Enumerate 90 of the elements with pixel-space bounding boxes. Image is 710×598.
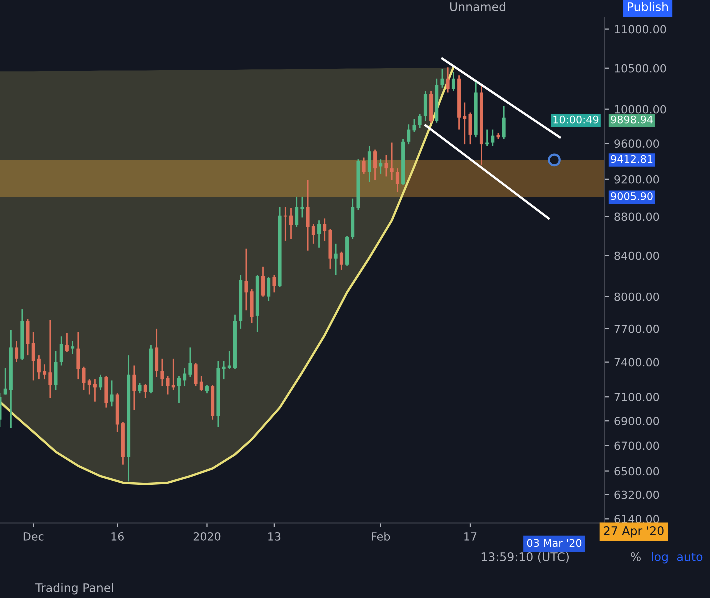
- candlestick: [110, 380, 114, 408]
- candlestick: [188, 347, 192, 378]
- y-tick-label: 11000.00: [615, 25, 666, 34]
- candlestick: [48, 320, 52, 399]
- candlestick: [166, 375, 170, 396]
- candlestick: [144, 383, 148, 399]
- candlestick: [138, 382, 142, 394]
- candlestick: [446, 66, 450, 94]
- candlestick: [160, 358, 164, 388]
- candlestick: [418, 114, 422, 129]
- y-tick-label: 9200.00: [614, 175, 660, 184]
- candlestick: [194, 362, 198, 388]
- candlestick: [71, 340, 75, 356]
- y-tick-label: 8800.00: [614, 212, 660, 222]
- candlestick: [15, 340, 19, 364]
- text: %: [631, 552, 641, 562]
- candlestick: [491, 129, 495, 147]
- y-tick-label: 7100.00: [614, 393, 660, 402]
- x-tick-label: 17: [464, 532, 477, 541]
- candlestick: [384, 154, 388, 178]
- candlestick: [178, 375, 181, 404]
- annotation: 10:00:49: [554, 116, 599, 124]
- candlestick: [43, 364, 47, 380]
- text: 9005.90: [611, 192, 653, 200]
- candlestick: [323, 218, 327, 242]
- candlestick: [502, 105, 506, 140]
- candlestick: [155, 328, 159, 378]
- candlestick: [244, 248, 248, 312]
- candlestick: [183, 367, 187, 388]
- text: log: [652, 552, 668, 564]
- candlestick: [32, 332, 36, 382]
- text: auto: [677, 552, 703, 562]
- candlestick: [262, 266, 265, 298]
- candlestick: [132, 365, 136, 411]
- candlestick: [88, 378, 92, 396]
- text: 03 Mar '20: [527, 539, 582, 548]
- y-tick-label: 6700.00: [614, 442, 660, 450]
- text: Trading Panel: [36, 583, 114, 595]
- candlestick: [379, 158, 383, 175]
- candlestick: [412, 118, 416, 134]
- candlestick: [334, 243, 338, 276]
- text: Publish: [628, 2, 668, 12]
- candlestick: [306, 180, 310, 252]
- y-tick-label: 7400.00: [614, 358, 660, 367]
- candlestick: [284, 206, 288, 242]
- candlestick: [390, 142, 394, 182]
- y-tick-label: 8000.00: [614, 292, 660, 302]
- candlestick: [407, 124, 411, 146]
- candlestick: [76, 332, 80, 380]
- candlestick: [267, 276, 271, 302]
- candlestick: [374, 149, 378, 182]
- x-tick-label: 2020: [194, 532, 221, 541]
- x-tick-label: 13: [268, 532, 281, 541]
- y-tick-label: 6900.00: [614, 417, 660, 426]
- candlestick: [37, 354, 41, 380]
- candlestick: [362, 157, 366, 175]
- text: 13:59:10 (UTC): [482, 552, 569, 563]
- candlestick: [200, 375, 204, 392]
- y-tick-label: 10000.00: [615, 105, 666, 114]
- candlestick: [4, 367, 8, 396]
- candlestick: [424, 90, 428, 122]
- y-tick-label: 8400.00: [614, 252, 660, 260]
- candlestick: [60, 336, 64, 366]
- candlestick: [82, 366, 86, 391]
- candlestick: [368, 146, 372, 183]
- candlestick: [452, 72, 456, 92]
- candlestick: [228, 350, 232, 370]
- text: 27 Apr '20: [604, 526, 664, 538]
- text: 9412.81: [611, 155, 653, 164]
- candlestick: [463, 102, 467, 146]
- candlestick: [272, 274, 276, 294]
- x-tick-label: 16: [112, 532, 124, 541]
- x-tick-label: Dec: [24, 532, 44, 541]
- y-tick-label: 6320.00: [614, 490, 660, 500]
- y-tick-label: 7700.00: [614, 324, 660, 334]
- candlestick: [65, 332, 69, 353]
- candlestick: [99, 374, 103, 391]
- candlestick: [295, 196, 299, 228]
- y-tick-label: 6500.00: [614, 467, 660, 476]
- candlestick: [312, 224, 316, 245]
- candlestick: [93, 378, 97, 403]
- candlestick: [318, 220, 321, 249]
- candlestick: [396, 168, 400, 194]
- candlestick: [340, 251, 344, 271]
- candlestick: [290, 208, 293, 240]
- y-tick-label: 9600.00: [614, 140, 660, 148]
- x-tick-label: Feb: [372, 532, 390, 541]
- text: Unnamed: [450, 2, 506, 12]
- y-tick-label: 10500.00: [615, 64, 666, 73]
- text: 9898.94: [611, 116, 653, 124]
